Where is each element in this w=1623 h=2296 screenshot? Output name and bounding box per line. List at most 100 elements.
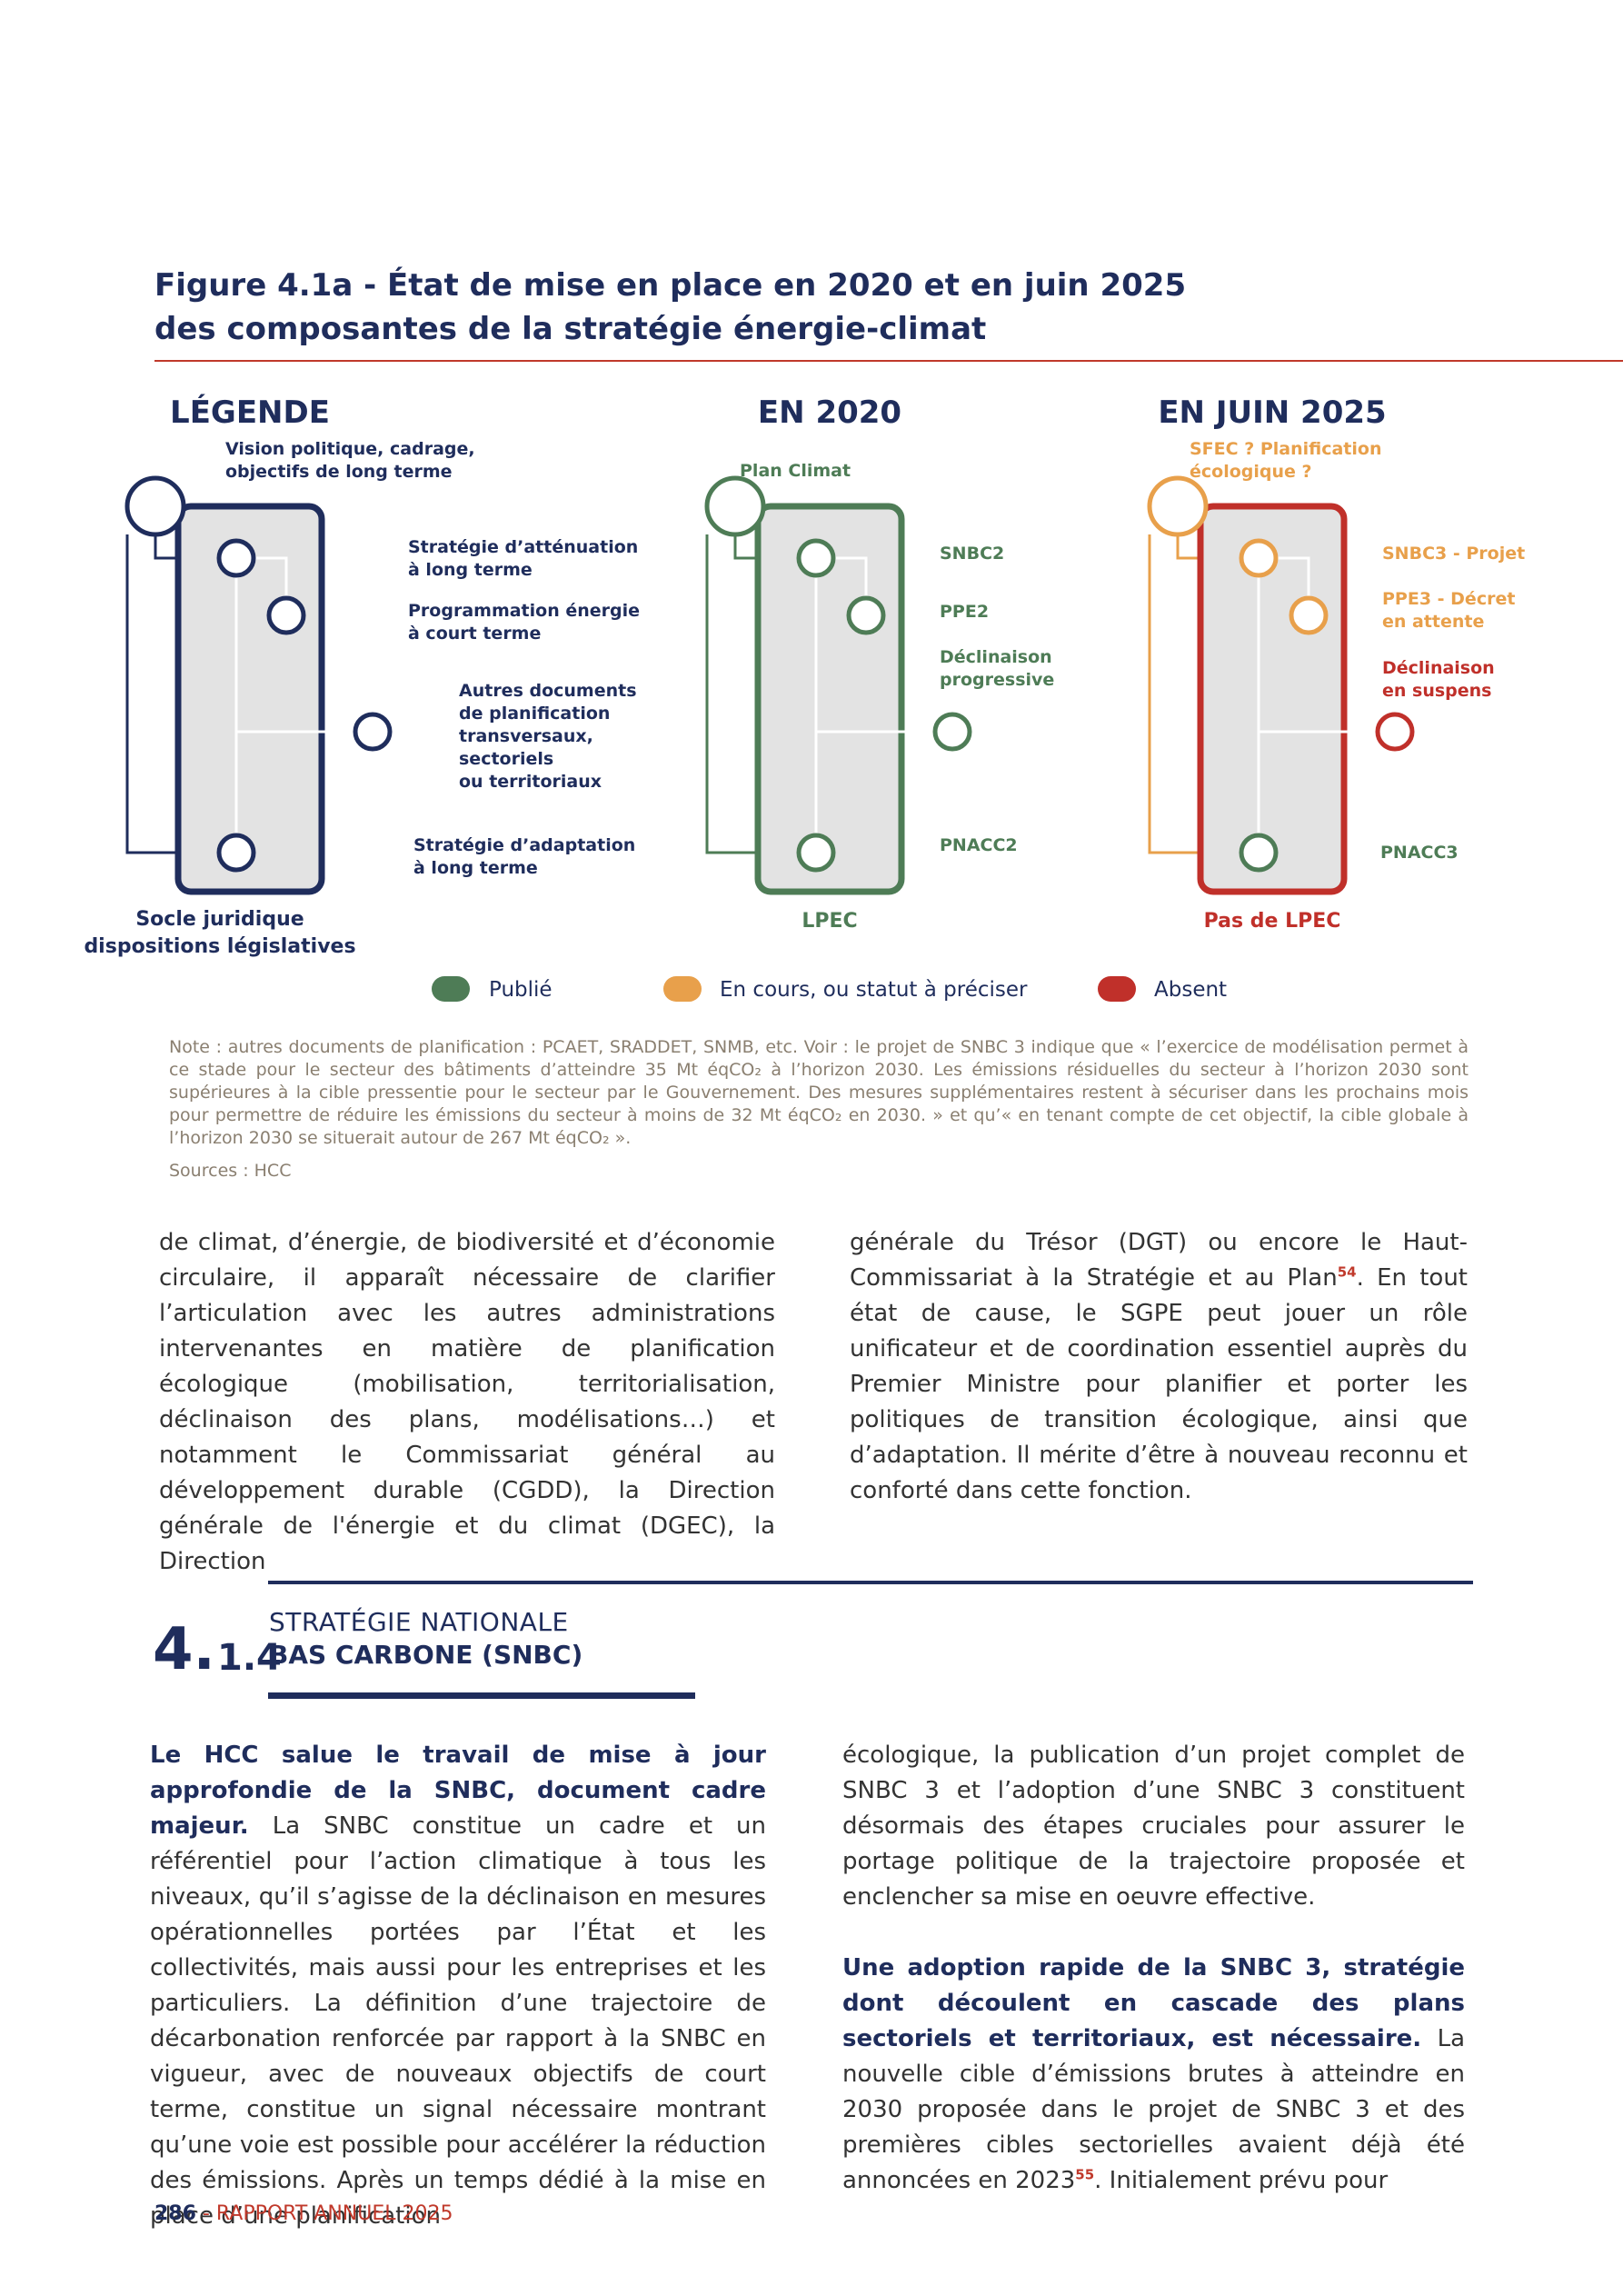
base-label-line: Socle juridique [135,908,304,931]
section-number-sub: 1.4 [217,1637,282,1679]
adaptation-node [796,833,836,873]
adaptation-label-line: à long terme [413,858,538,878]
autres-label-line: sectoriels [459,749,553,769]
body-bottom-left-column: Le HCC salue le travail de mise à jour a… [150,1738,766,2234]
programmation-label: PPE2 [940,602,989,622]
body-bottom-right-bold: Une adoption rapide de la SNBC 3, straté… [842,1954,1465,2052]
vision-label-line: écologique ? [1190,462,1312,482]
adaptation-label-line: PNACC3 [1380,843,1459,863]
adaptation-node [216,833,256,873]
autres-label: Autres documents de planification transver… [459,681,637,792]
footer-separator: - [195,2202,216,2225]
body-bottom-right-paragraph-1: écologique, la publication d’un projet c… [842,1742,1465,1911]
autres-node [353,712,393,752]
autres-node [1375,712,1415,752]
column-heading: EN JUIN 2025 [1158,394,1386,431]
adaptation-label: PNACC2 [940,835,1018,855]
figure-title-line-1: Figure 4.1a - État de mise en place en 2… [154,267,1187,304]
programmation-branch-line [1276,556,1310,598]
page-footer: 286 - RAPPORT ANNUEL 2025 [154,2202,453,2225]
attenuation-label: SNBC3 - Projet [1382,544,1525,564]
status-swatch [1098,976,1136,1002]
adaptation-node [1239,833,1279,873]
base-label-line: Pas de LPEC [1204,910,1341,933]
vision-label-line: Vision politique, cadrage, [225,439,475,459]
section-number: 4. [153,1616,215,1683]
section-rule-bottom [268,1692,695,1699]
programmation-label: Programmation énergie à court terme [408,601,640,644]
figure-note: Note : autres documents de planification… [169,1037,1469,1148]
attenuation-node [796,538,836,578]
vision-label-line: Plan Climat [740,461,851,481]
base-label: LPEC [802,910,857,933]
vision-label: Plan Climat [740,461,851,481]
strategy-diagram: LÉGENDE Vision politique, cadrage, objecti… [84,394,1525,1002]
programmation-branch-line [254,556,288,598]
title-rule [154,360,1623,362]
status-label: Absent [1154,978,1227,1002]
status-label: En cours, ou statut à préciser [720,978,1028,1002]
status-label: Publié [489,978,553,1002]
autres-label: Déclinaison en suspens [1382,658,1495,701]
base-label-line: dispositions législatives [84,935,355,958]
page-number: 286 [154,2202,196,2225]
attenuation-node [1239,538,1279,578]
autres-label-line: Déclinaison [1382,658,1495,678]
body-bottom-right-text-a: La nouvelle cible d’émissions brutes à a… [842,2025,1466,2194]
programmation-node [846,595,886,635]
vision-label: Vision politique, cadrage, objectifs de l… [225,439,475,482]
footnote-ref-54: 54 [1337,1263,1357,1281]
attenuation-label: SNBC2 [940,544,1004,564]
status-legend: Publié En cours, ou statut à préciser Abse… [432,976,1227,1002]
vision-node [124,475,186,537]
autres-label-line: de planification [459,704,610,724]
column-heading: LÉGENDE [170,394,330,431]
base-label: Socle juridique dispositions législatives [84,908,355,958]
section-rule-top [268,1581,1473,1584]
adaptation-label-line: PNACC2 [940,835,1018,855]
body-bottom-right-text-b: . Initialement prévu pour [1094,2167,1389,2194]
autres-label-line: transversaux, [459,726,593,746]
autres-label-line: en suspens [1382,681,1492,701]
vision-node [704,475,766,537]
programmation-label: PPE3 - Décret en attente [1382,589,1515,632]
attenuation-label-line: SNBC2 [940,544,1004,564]
programmation-label-line: PPE2 [940,602,989,622]
autres-label-line: Déclinaison [940,647,1052,667]
attenuation-node [216,538,256,578]
attenuation-label-line: SNBC3 - Projet [1382,544,1525,564]
column-heading: EN 2020 [758,394,901,431]
diagram-column-y2025: EN JUIN 2025 [1147,394,1415,895]
vision-label: SFEC ? Planification écologique ? [1190,439,1381,482]
footer-label: RAPPORT ANNUEL 2025 [215,2202,453,2225]
attenuation-label-line: Stratégie d’atténuation [408,537,638,557]
programmation-label-line: Programmation énergie [408,601,640,621]
status-swatch [663,976,702,1002]
autres-label-line: progressive [940,670,1054,690]
autres-label-line: Autres documents [459,681,637,701]
adaptation-label: PNACC3 [1380,843,1459,863]
base-label: Pas de LPEC [1204,910,1341,933]
programmation-node [1289,595,1329,635]
body-top-left-column: de climat, d’énergie, de biodiversité et… [159,1229,775,1575]
programmation-label-line: en attente [1382,612,1484,632]
diagram-column-y2020: EN 2020 [704,394,972,895]
attenuation-label-line: à long terme [408,560,533,580]
body-bottom-right-column: écologique, la publication d’un projet c… [842,1738,1465,2199]
body-top-right-column: générale du Trésor (DGT) ou encore le Ha… [850,1225,1468,1509]
section-title-line-2: BAS CARBONE (SNBC) [269,1640,583,1670]
diagram-column-legend: LÉGENDE [124,394,393,895]
body-top-right-text-a: générale du Trésor (DGT) ou encore le Ha… [850,1229,1468,1292]
body-top-right-text-b: . En tout état de cause, le SGPE peut jo… [850,1264,1468,1504]
attenuation-label: Stratégie d’atténuation à long terme [408,537,638,580]
figure-sources: Sources : HCC [169,1161,292,1181]
vision-node [1147,475,1209,537]
section-title-line-1: STRATÉGIE NATIONALE [269,1607,569,1637]
autres-label-line: ou territoriaux [459,772,602,792]
programmation-node [266,595,306,635]
programmation-branch-line [833,556,868,598]
footnote-ref-55: 55 [1075,2166,1095,2183]
body-bottom-left-text: La SNBC constitue un cadre et un référen… [150,1812,766,2230]
figure-title-line-2: des composantes de la stratégie énergie-… [154,311,987,347]
base-label-line: LPEC [802,910,857,933]
